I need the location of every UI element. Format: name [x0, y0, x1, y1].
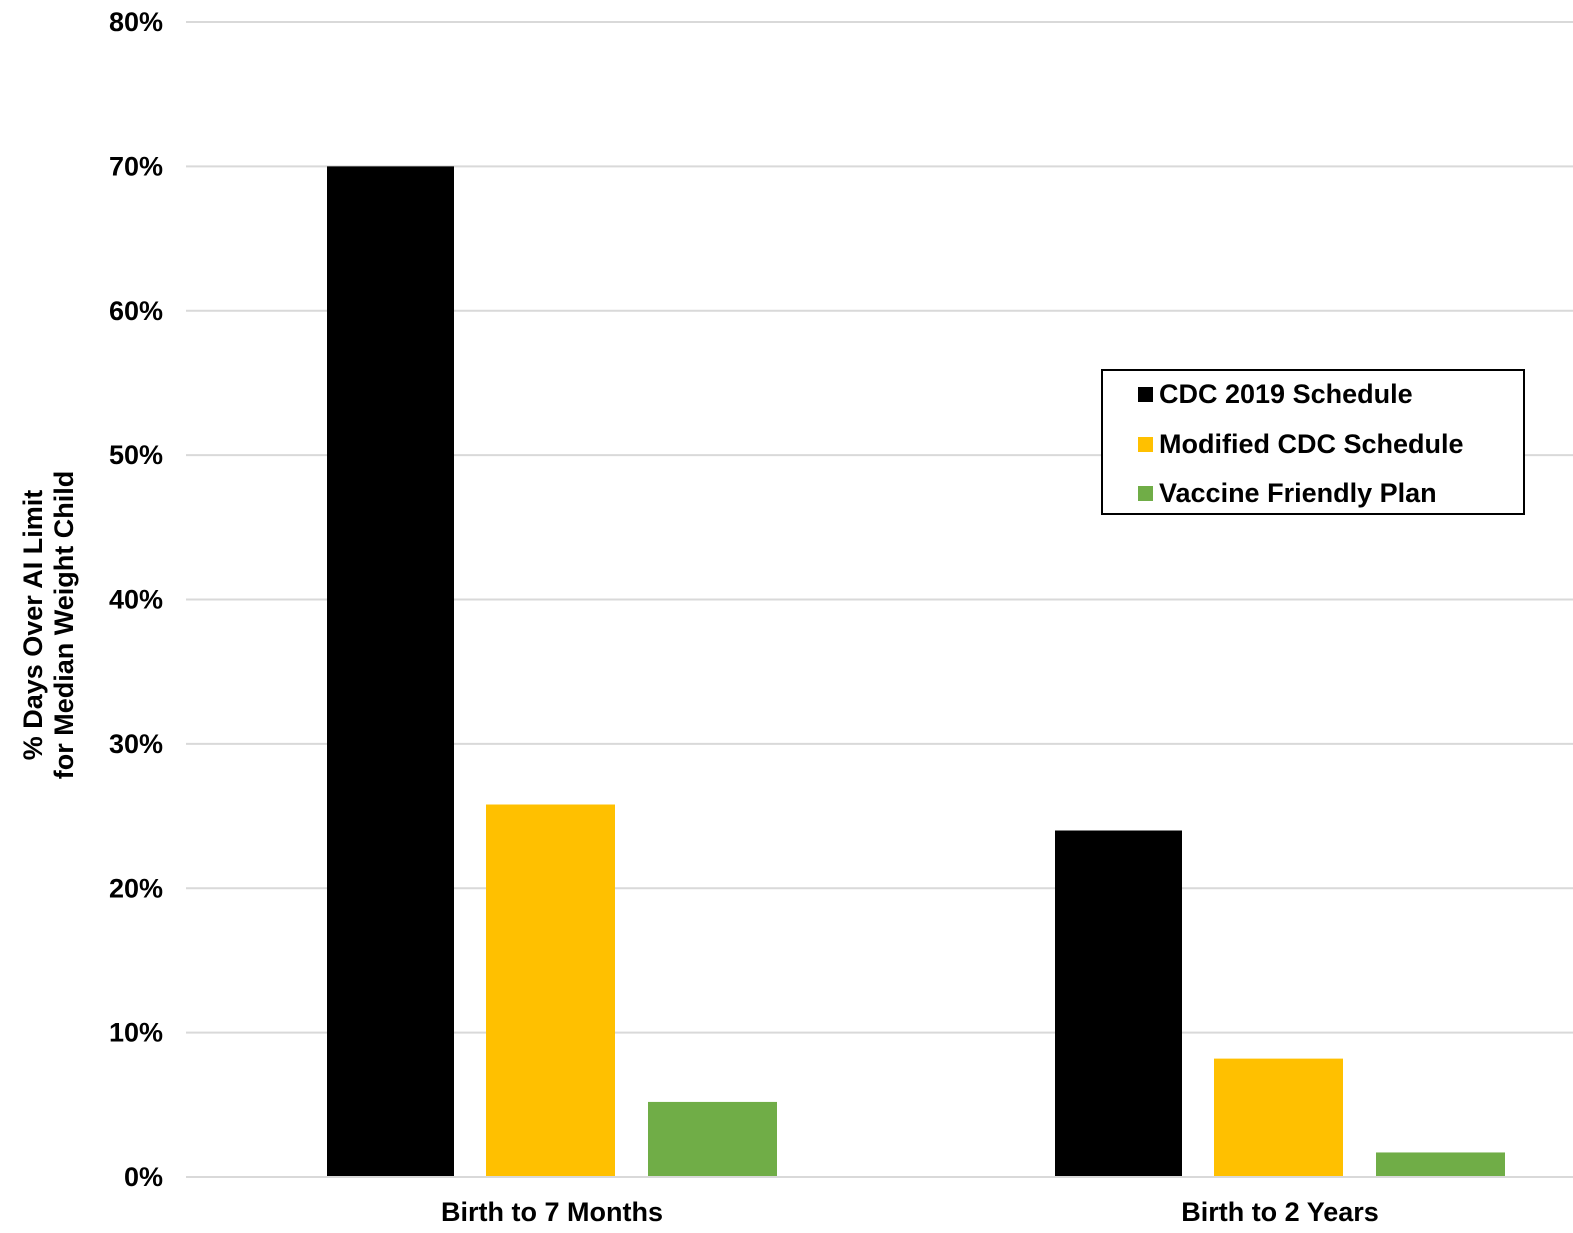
y-tick-label: 20%	[109, 873, 163, 903]
legend-label: Modified CDC Schedule	[1159, 428, 1464, 459]
legend-swatch	[1138, 386, 1153, 402]
bars	[186, 166, 1573, 1178]
y-axis-label-line-1: % Days Over AI Limit	[18, 490, 48, 761]
legend-item-vaccine-friendly: Vaccine Friendly Plan	[1138, 478, 1437, 508]
y-tick-label: 80%	[109, 7, 163, 37]
y-tick-label: 40%	[109, 585, 163, 615]
y-tick-label: 70%	[109, 151, 163, 181]
category-label: Birth to 2 Years	[1181, 1197, 1379, 1227]
y-tick-label: 60%	[109, 296, 163, 326]
y-tick-label: 30%	[109, 729, 163, 759]
legend-item-cdc-2019: CDC 2019 Schedule	[1138, 379, 1413, 409]
y-tick-labels: 0% 10% 20% 30% 40% 50% 60% 70% 80%	[109, 7, 163, 1192]
bar	[1214, 1058, 1343, 1177]
y-tick-label: 10%	[109, 1018, 163, 1048]
legend-swatch	[1138, 436, 1153, 452]
category-labels: Birth to 7 Months Birth to 2 Years	[441, 1197, 1379, 1227]
legend-label: Vaccine Friendly Plan	[1159, 477, 1437, 508]
bar	[1055, 830, 1182, 1177]
y-axis-label-line-2: for Median Weight Child	[49, 471, 79, 779]
legend-swatch	[1138, 485, 1153, 501]
bar	[486, 804, 615, 1177]
bar	[1376, 1152, 1505, 1177]
legend-item-modified-cdc: Modified CDC Schedule	[1138, 429, 1464, 459]
bar	[327, 166, 454, 1177]
bar	[648, 1101, 777, 1177]
y-tick-label: 0%	[124, 1162, 163, 1192]
legend: CDC 2019 Schedule Modified CDC Schedule …	[1101, 369, 1525, 515]
y-tick-label: 50%	[109, 440, 163, 470]
legend-label: CDC 2019 Schedule	[1159, 378, 1413, 409]
category-label: Birth to 7 Months	[441, 1197, 663, 1227]
